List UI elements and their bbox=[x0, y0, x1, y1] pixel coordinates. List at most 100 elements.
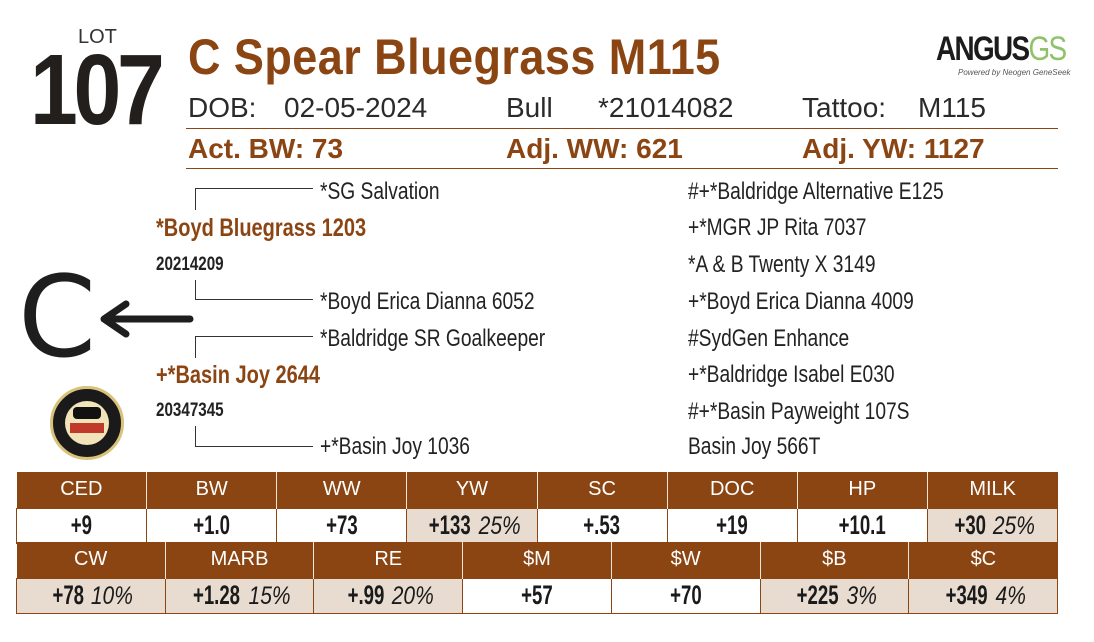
epd-header-dollar-b: $B bbox=[759, 542, 909, 578]
epd-value-dollar-w: +70 bbox=[669, 580, 702, 610]
brand-mark-letter: C bbox=[18, 253, 97, 383]
epd-cell-marb: +1.28 15% bbox=[164, 577, 315, 614]
epd-header-dollar-c: $C bbox=[908, 542, 1058, 578]
epd-percentile-re: 20% bbox=[391, 582, 434, 610]
epd-percentile-yw: 25% bbox=[478, 512, 521, 540]
epd-value-marb: +1.28 bbox=[193, 580, 241, 610]
weaning-weight: Adj. WW: 621 bbox=[506, 133, 683, 164]
angus-gs-logo: ANGUSGS Powered by Neogen GeneSeek bbox=[936, 30, 1071, 82]
epd-header-dollar-w: $W bbox=[610, 542, 761, 578]
pedigree-line bbox=[195, 188, 313, 189]
logo-tagline: Powered by Neogen GeneSeek bbox=[958, 68, 1071, 77]
epd-value-yw: +133 bbox=[428, 510, 471, 540]
epd-table-row1: CED BW WW YW SC DOC HP MILK +9 +1.0 +73 +133 25% +.5… bbox=[15, 472, 1059, 544]
tattoo-label: Tattoo: bbox=[802, 92, 887, 123]
epd-value-milk: +30 bbox=[953, 510, 986, 540]
logo-brand: ANGUS bbox=[936, 30, 1030, 68]
epd-cell-sc: +.53 bbox=[536, 507, 668, 544]
epd-percentile-milk: 25% bbox=[992, 512, 1035, 540]
tattoo-value: M115 bbox=[918, 92, 986, 123]
epd-header-doc: DOC bbox=[666, 472, 798, 508]
birth-weight: Act. BW: 73 bbox=[188, 133, 344, 164]
epd-percentile-dollar-c: 4% bbox=[995, 582, 1026, 610]
epd-value-cw: +78 bbox=[52, 580, 84, 610]
epd-cell-dollar-m: +57 bbox=[462, 577, 612, 614]
epd-value-bw: +1.0 bbox=[193, 510, 231, 540]
epd-cell-milk: +30 25% bbox=[926, 507, 1059, 544]
certified-seal-icon bbox=[50, 386, 124, 460]
epd-header-sc: SC bbox=[536, 472, 668, 508]
sire-name: *Boyd Bluegrass 1203 bbox=[156, 214, 367, 242]
epd-header-marb: MARB bbox=[164, 542, 314, 578]
epd-cell-dollar-b: +225 3% bbox=[759, 577, 910, 614]
epd-header-cw: CW bbox=[16, 542, 166, 578]
animal-name: C Spear Bluegrass M115 bbox=[188, 29, 721, 85]
pedigree-ancestor: +*Baldridge Isabel E030 bbox=[688, 361, 895, 388]
sex-value: Bull bbox=[506, 92, 553, 123]
epd-header-ww: WW bbox=[276, 472, 407, 508]
epd-cell-bw: +1.0 bbox=[146, 507, 278, 544]
epd-header-bw: BW bbox=[146, 472, 277, 508]
epd-header-hp: HP bbox=[796, 472, 928, 508]
pedigree-line bbox=[195, 446, 313, 447]
pedigree-line bbox=[195, 336, 196, 358]
epd-cell-ced: +9 bbox=[15, 507, 148, 544]
epd-header-ced: CED bbox=[16, 472, 147, 508]
epd-cell-hp: +10.1 bbox=[796, 507, 928, 544]
pedigree-ancestor: +*MGR JP Rita 7037 bbox=[688, 214, 867, 241]
dob-value: 02-05-2024 bbox=[284, 92, 428, 123]
pedigree-ancestor: +*Boyd Erica Dianna 4009 bbox=[688, 288, 914, 315]
epd-value-dollar-c: +349 bbox=[945, 580, 988, 610]
epd-cell-ww: +73 bbox=[276, 507, 408, 544]
epd-value-dollar-b: +225 bbox=[796, 580, 839, 610]
epd-percentile-cw: 10% bbox=[90, 582, 133, 610]
epd-percentile-dollar-b: 3% bbox=[846, 582, 877, 610]
epd-cell-dollar-c: +349 4% bbox=[908, 577, 1058, 614]
sire-sire: *SG Salvation bbox=[320, 178, 440, 205]
registration-number: *21014082 bbox=[598, 92, 734, 123]
epd-header-milk: MILK bbox=[926, 472, 1058, 508]
pedigree-line bbox=[195, 426, 196, 446]
pedigree-line bbox=[195, 280, 196, 300]
epd-header-yw: YW bbox=[406, 472, 537, 508]
epd-header-re: RE bbox=[313, 542, 463, 578]
epd-cell-dollar-w: +70 bbox=[610, 577, 761, 614]
pedigree-line bbox=[195, 336, 313, 337]
pedigree-ancestor: #+*Basin Payweight 107S bbox=[688, 398, 910, 425]
epd-header-dollar-m: $M bbox=[462, 542, 612, 578]
divider-top bbox=[186, 128, 1058, 129]
divider-bottom bbox=[186, 168, 1058, 169]
epd-value-re: +.99 bbox=[347, 580, 384, 610]
logo-brand-suffix: GS bbox=[1028, 30, 1067, 68]
epd-value-dollar-m: +57 bbox=[521, 580, 553, 610]
dam-sire: *Baldridge SR Goalkeeper bbox=[320, 325, 546, 352]
epd-cell-cw: +78 10% bbox=[16, 577, 166, 614]
lot-number: 107 bbox=[30, 34, 165, 146]
lot-label: LOT bbox=[78, 26, 117, 48]
epd-cell-re: +.99 20% bbox=[313, 577, 464, 614]
pedigree-ancestor: #SydGen Enhance bbox=[688, 325, 850, 352]
dam-name: +*Basin Joy 2644 bbox=[156, 361, 320, 389]
cow-icon bbox=[73, 407, 101, 419]
sire-registration: 20214209 bbox=[156, 254, 224, 275]
dam-registration: 20347345 bbox=[156, 400, 224, 421]
epd-value-sc: +.53 bbox=[583, 510, 621, 540]
epd-cell-doc: +19 bbox=[666, 507, 798, 544]
epd-table-row2: CW MARB RE $M $W $B $C +78 10% +1.28 15% +.99 20% +5… bbox=[16, 542, 1058, 614]
epd-value-ww: +73 bbox=[326, 510, 358, 540]
yearling-weight: Adj. YW: 1127 bbox=[802, 133, 985, 164]
epd-percentile-marb: 15% bbox=[248, 582, 291, 610]
dam-dam: +*Basin Joy 1036 bbox=[320, 433, 470, 460]
epd-cell-yw: +133 25% bbox=[406, 507, 538, 544]
pedigree-ancestor: Basin Joy 566T bbox=[688, 433, 821, 460]
brand-arrow-icon bbox=[100, 300, 194, 338]
epd-value-ced: +9 bbox=[70, 510, 93, 540]
pedigree-ancestor: #+*Baldridge Alternative E125 bbox=[688, 178, 944, 205]
sire-dam: *Boyd Erica Dianna 6052 bbox=[320, 288, 535, 315]
pedigree-line bbox=[195, 299, 313, 300]
epd-value-hp: +10.1 bbox=[838, 510, 886, 540]
pedigree-ancestor: *A & B Twenty X 3149 bbox=[688, 251, 876, 278]
dob-label: DOB: bbox=[188, 92, 257, 123]
epd-value-doc: +19 bbox=[716, 510, 748, 540]
pedigree-line bbox=[195, 188, 196, 210]
